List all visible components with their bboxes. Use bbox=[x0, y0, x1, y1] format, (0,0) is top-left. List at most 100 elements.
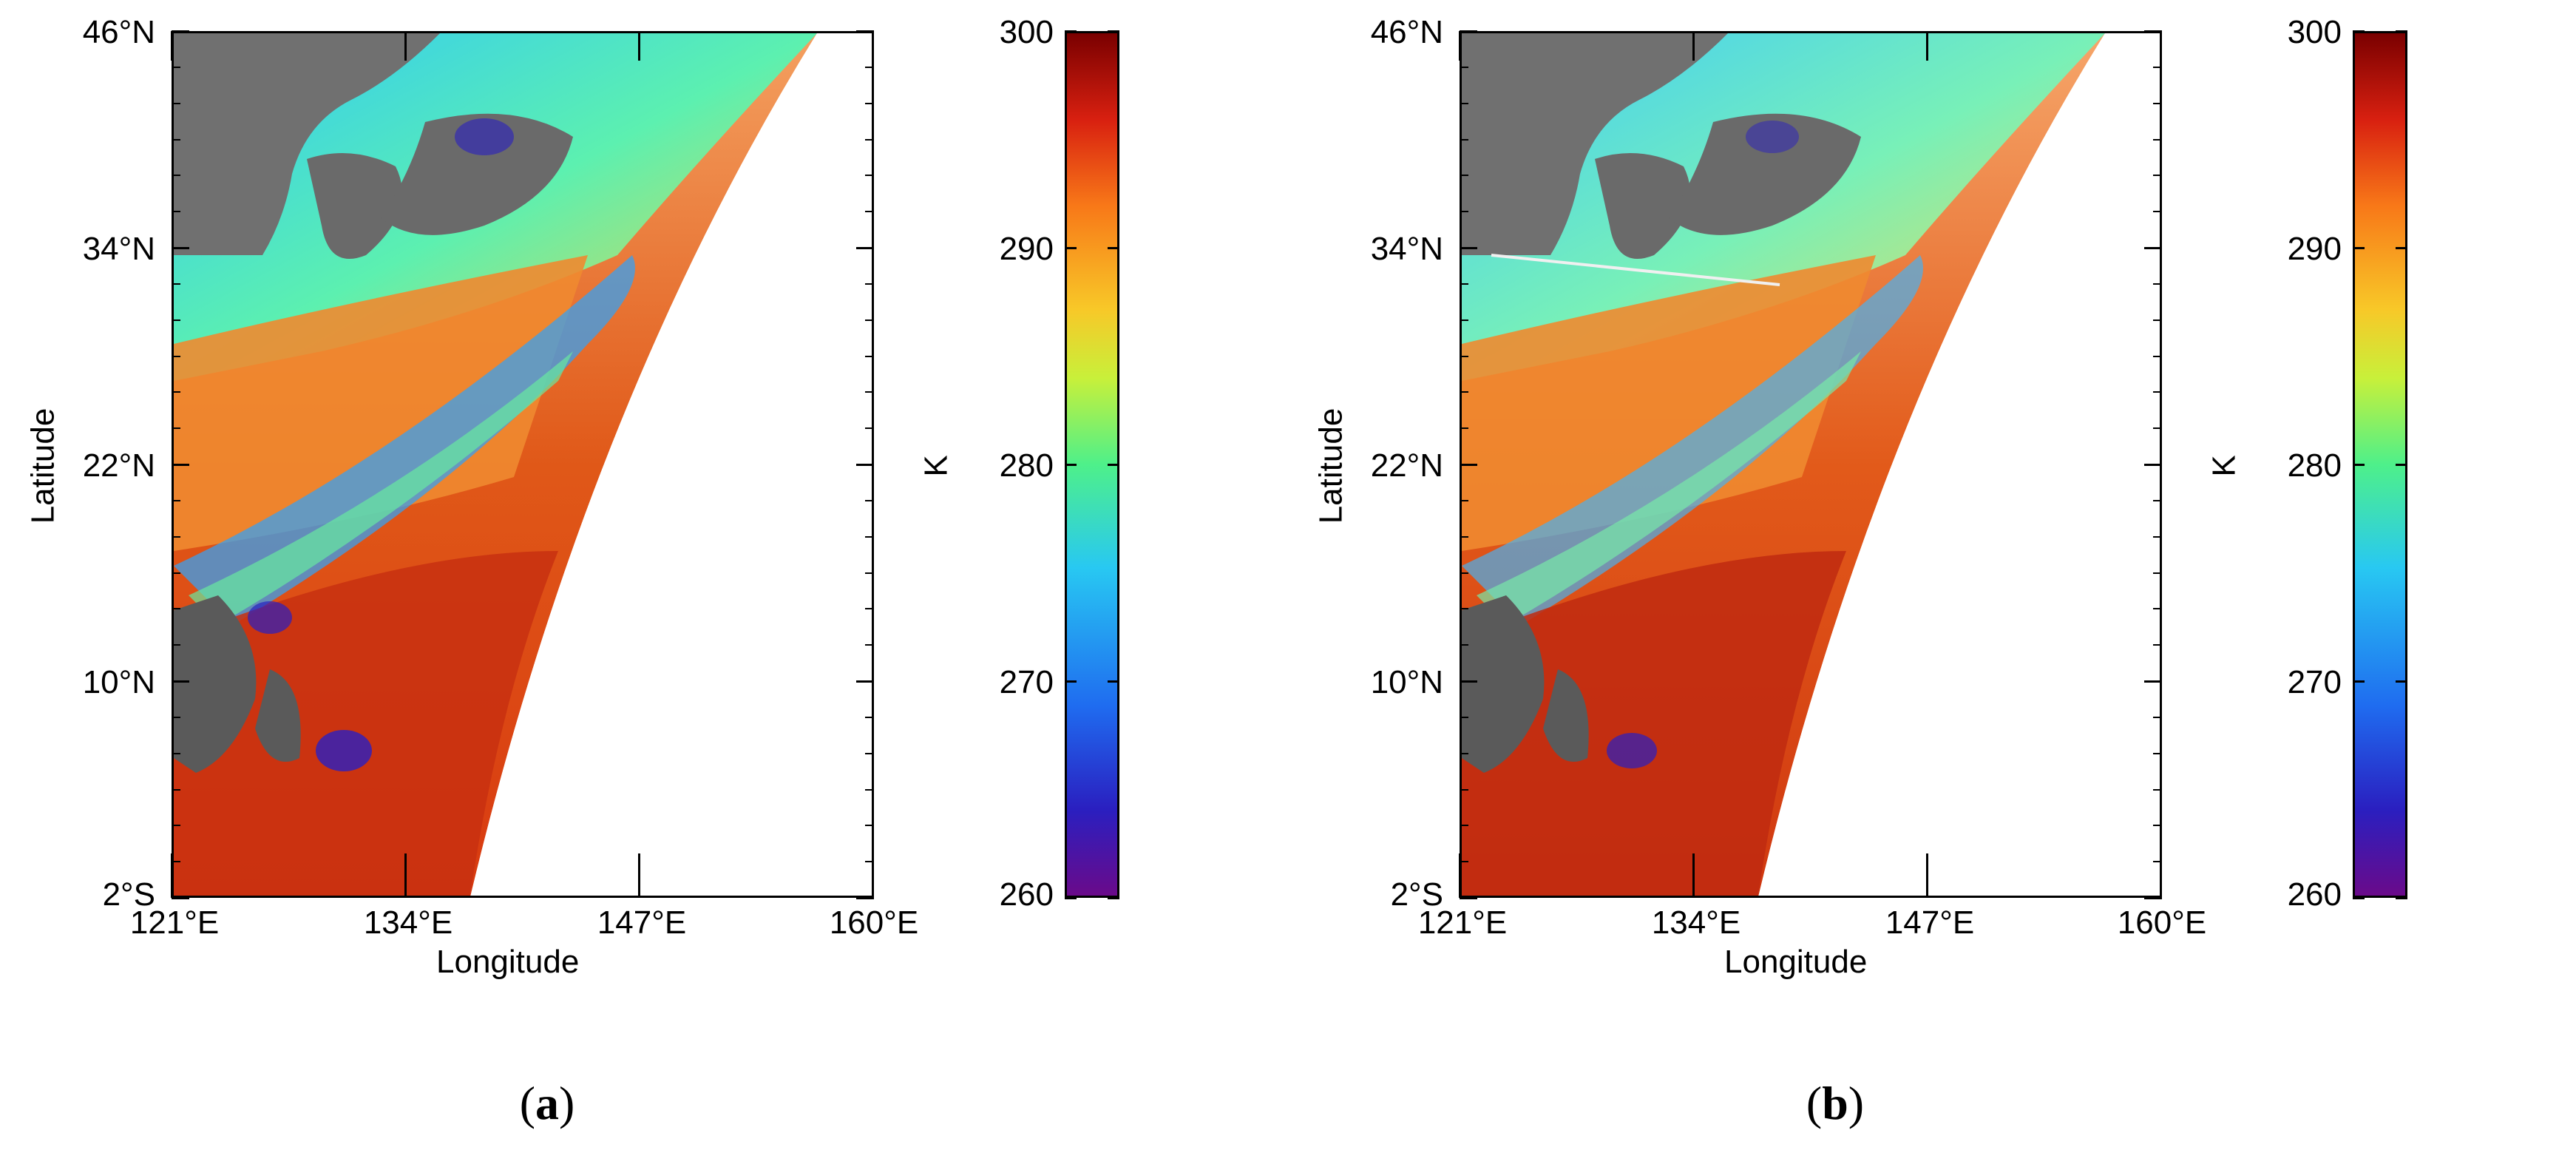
colorbar-unit: K bbox=[2206, 455, 2243, 477]
lon-tick-134e: 134°E bbox=[1651, 904, 1741, 941]
minor-tick-mark bbox=[865, 464, 874, 465]
lon-tick-mark bbox=[171, 853, 173, 898]
colorbar-tick-280: 280 bbox=[999, 447, 1054, 484]
lon-tick-mark bbox=[1692, 31, 1695, 61]
colorbar-tick-mark bbox=[1108, 464, 1119, 466]
minor-tick-mark bbox=[1460, 464, 1468, 465]
colorbar-tick-mark bbox=[1065, 897, 1077, 899]
minor-tick-mark bbox=[865, 139, 874, 141]
lat-tick-mark bbox=[172, 897, 189, 899]
lat-tick-mark bbox=[172, 247, 189, 249]
lon-tick-121e: 121°E bbox=[1417, 904, 1508, 941]
colorbar-tick-mark bbox=[2353, 247, 2365, 249]
minor-tick-mark bbox=[172, 30, 180, 32]
minor-tick-mark bbox=[172, 427, 180, 429]
lat-tick-mark bbox=[1460, 464, 1477, 466]
colorbar-tick-mark bbox=[2396, 247, 2407, 249]
colorbar-tick-mark bbox=[2353, 897, 2365, 899]
y-axis-title: Latitude bbox=[1312, 408, 1349, 524]
minor-tick-mark bbox=[1460, 427, 1468, 429]
minor-tick-mark bbox=[172, 319, 180, 321]
lon-tick-mark bbox=[1926, 853, 1928, 898]
minor-tick-mark bbox=[2153, 536, 2162, 538]
minor-tick-mark bbox=[1460, 572, 1468, 574]
minor-tick-mark bbox=[2153, 861, 2162, 862]
lon-tick-160e: 160°E bbox=[829, 904, 919, 941]
minor-tick-mark bbox=[1460, 391, 1468, 393]
minor-tick-mark bbox=[172, 572, 180, 574]
colorbar-tick-mark bbox=[1065, 30, 1077, 33]
lon-tick-mark bbox=[171, 31, 173, 61]
minor-tick-mark bbox=[865, 608, 874, 609]
minor-tick-mark bbox=[2153, 319, 2162, 321]
colorbar-tick-mark bbox=[1108, 680, 1119, 683]
minor-tick-mark bbox=[2153, 500, 2162, 501]
panel-caption-a: (a) bbox=[519, 1077, 575, 1129]
lon-tick-147e: 147°E bbox=[597, 904, 687, 941]
lon-tick-mark bbox=[1692, 853, 1695, 898]
colorbar-tick-260: 260 bbox=[2287, 876, 2342, 913]
minor-tick-mark bbox=[2153, 464, 2162, 465]
lat-tick-34n: 34°N bbox=[82, 231, 155, 267]
colorbar-tick-300: 300 bbox=[2287, 14, 2342, 50]
minor-tick-mark bbox=[1460, 897, 1468, 899]
minor-tick-mark bbox=[1460, 644, 1468, 646]
lat-tick-2s: 2°S bbox=[102, 876, 155, 913]
lon-tick-134e: 134°E bbox=[363, 904, 453, 941]
minor-tick-mark bbox=[865, 572, 874, 574]
minor-tick-mark bbox=[1460, 680, 1468, 682]
map-plot-b bbox=[1460, 31, 2162, 898]
lat-tick-mark bbox=[1460, 247, 1477, 249]
minor-tick-mark bbox=[865, 753, 874, 754]
lat-tick-2s: 2°S bbox=[1390, 876, 1443, 913]
colorbar-tick-mark bbox=[1108, 30, 1119, 33]
minor-tick-mark bbox=[172, 644, 180, 646]
bt-field-a bbox=[174, 33, 872, 896]
minor-tick-mark bbox=[1460, 789, 1468, 791]
minor-tick-mark bbox=[172, 356, 180, 357]
lat-tick-mark bbox=[1460, 680, 1477, 683]
lon-tick-mark bbox=[404, 31, 407, 61]
minor-tick-mark bbox=[2153, 175, 2162, 176]
lat-tick-mark bbox=[172, 680, 189, 683]
lon-tick-160e: 160°E bbox=[2117, 904, 2207, 941]
minor-tick-mark bbox=[865, 391, 874, 393]
panel-b: 46°N 34°N 22°N 10°N 2°S 121°E 134°E 147°… bbox=[1288, 0, 2576, 1170]
panel-caption-b: (b) bbox=[1806, 1077, 1865, 1129]
minor-tick-mark bbox=[172, 500, 180, 501]
colorbar-tick-mark bbox=[1065, 680, 1077, 683]
minor-tick-mark bbox=[1460, 319, 1468, 321]
minor-tick-mark bbox=[172, 139, 180, 141]
colorbar-unit: K bbox=[918, 455, 955, 477]
minor-tick-mark bbox=[865, 536, 874, 538]
minor-tick-mark bbox=[2153, 211, 2162, 212]
map-plot-a bbox=[172, 31, 874, 898]
lon-tick-mark bbox=[1459, 31, 1461, 61]
minor-tick-mark bbox=[2153, 391, 2162, 393]
minor-tick-mark bbox=[2153, 427, 2162, 429]
minor-tick-mark bbox=[2153, 356, 2162, 357]
colorbar-tick-mark bbox=[2396, 897, 2407, 899]
minor-tick-mark bbox=[2153, 572, 2162, 574]
colorbar-tick-mark bbox=[1108, 897, 1119, 899]
y-axis-title: Latitude bbox=[24, 408, 61, 524]
colorbar-tick-300: 300 bbox=[999, 14, 1054, 50]
minor-tick-mark bbox=[865, 283, 874, 285]
minor-tick-mark bbox=[172, 789, 180, 791]
minor-tick-mark bbox=[1460, 500, 1468, 501]
minor-tick-mark bbox=[1460, 825, 1468, 826]
minor-tick-mark bbox=[865, 500, 874, 501]
minor-tick-mark bbox=[172, 536, 180, 538]
lon-tick-mark bbox=[1926, 31, 1928, 61]
colorbar-tick-mark bbox=[2396, 680, 2407, 683]
minor-tick-mark bbox=[865, 247, 874, 248]
colorbar-tick-280: 280 bbox=[2287, 447, 2342, 484]
minor-tick-mark bbox=[172, 897, 180, 899]
lat-tick-10n: 10°N bbox=[82, 664, 155, 700]
lat-tick-mark bbox=[172, 464, 189, 466]
minor-tick-mark bbox=[172, 103, 180, 104]
lon-tick-147e: 147°E bbox=[1885, 904, 1975, 941]
minor-tick-mark bbox=[1460, 753, 1468, 754]
colorbar-tick-290: 290 bbox=[2287, 231, 2342, 267]
minor-tick-mark bbox=[2153, 103, 2162, 104]
